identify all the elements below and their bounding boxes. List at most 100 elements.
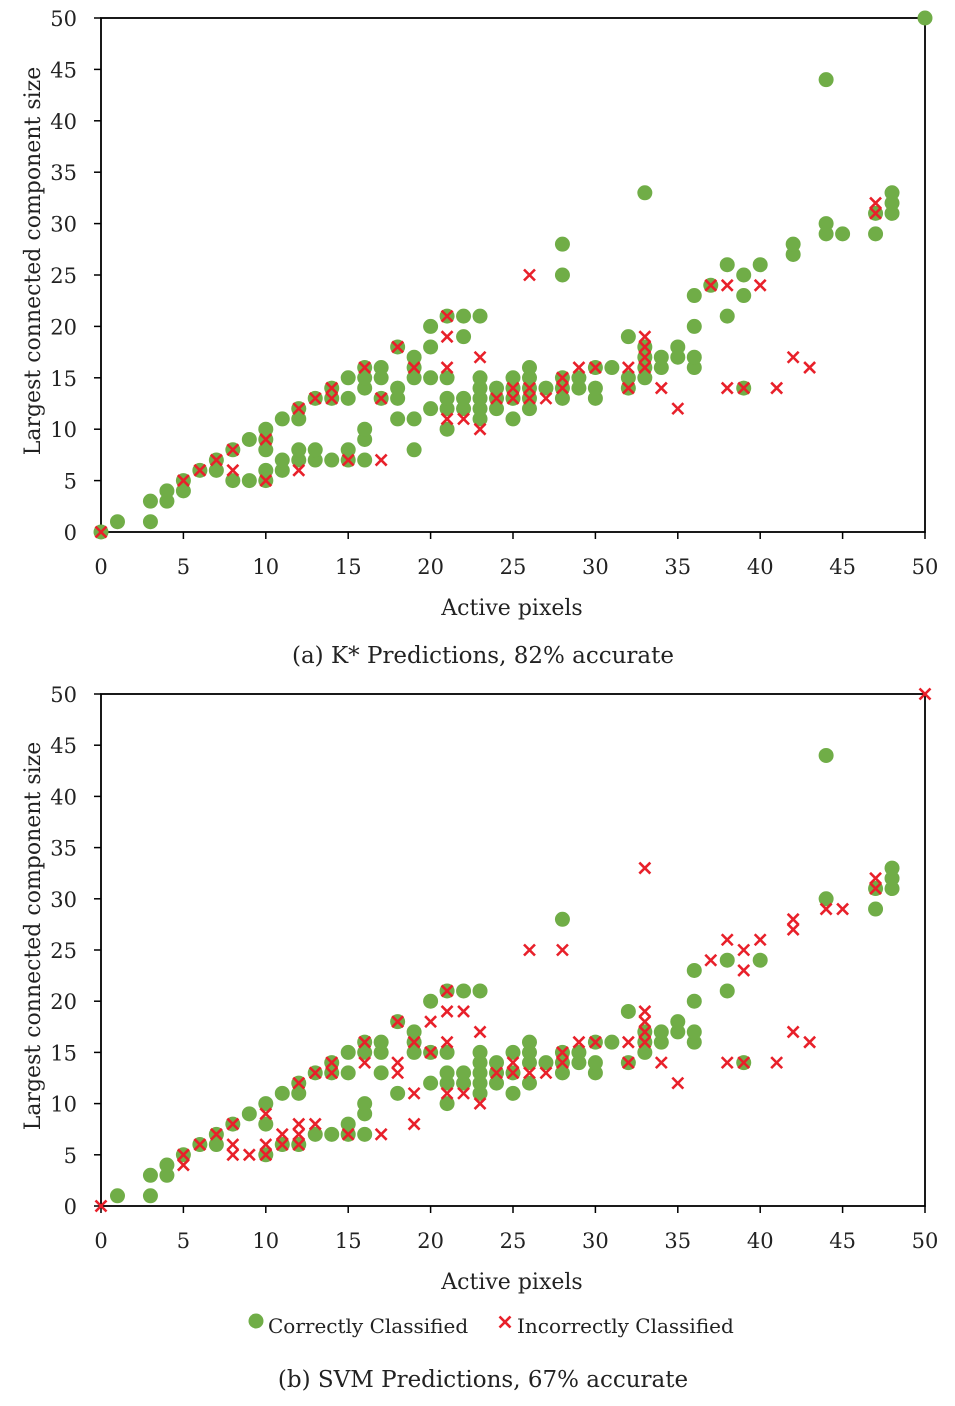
correct-point bbox=[818, 226, 834, 242]
y-tick-label: 20 bbox=[50, 990, 77, 1014]
incorrect-point bbox=[638, 861, 652, 875]
series-incorrect bbox=[94, 196, 882, 539]
x-tick-label: 10 bbox=[252, 1229, 279, 1253]
correct-point bbox=[307, 452, 323, 468]
incorrect-point bbox=[407, 1117, 421, 1131]
incorrect-point bbox=[770, 381, 784, 395]
correct-point bbox=[423, 1075, 439, 1091]
incorrect-point bbox=[341, 1127, 355, 1141]
x-tick-label: 50 bbox=[912, 1229, 939, 1253]
incorrect-point bbox=[638, 350, 652, 364]
incorrect-point bbox=[308, 391, 322, 405]
incorrect-point bbox=[292, 1127, 306, 1141]
incorrect-point bbox=[440, 1086, 454, 1100]
y-tick-label: 30 bbox=[50, 888, 77, 912]
incorrect-point bbox=[209, 453, 223, 467]
incorrect-point bbox=[94, 525, 108, 539]
correct-point bbox=[390, 390, 406, 406]
correct-point bbox=[258, 421, 274, 437]
incorrect-point bbox=[391, 1015, 405, 1029]
y-tick-label: 45 bbox=[50, 734, 77, 758]
incorrect-point bbox=[869, 871, 882, 885]
y-tick-label: 35 bbox=[50, 161, 77, 185]
correct-point bbox=[472, 380, 488, 396]
correct-point bbox=[324, 452, 340, 468]
correct-point bbox=[390, 380, 406, 396]
incorrect-point bbox=[259, 1148, 273, 1162]
incorrect-point bbox=[720, 933, 734, 947]
plot-frame bbox=[100, 693, 926, 1207]
correct-point bbox=[142, 493, 158, 509]
incorrect-point bbox=[440, 1005, 454, 1018]
incorrect-point bbox=[588, 1035, 602, 1049]
correct-point bbox=[571, 380, 587, 396]
incorrect-point bbox=[523, 391, 536, 405]
correct-point bbox=[818, 747, 834, 763]
incorrect-point bbox=[226, 463, 240, 477]
y-axis-label: Largest connected component size bbox=[21, 67, 46, 456]
incorrect-point bbox=[292, 1138, 306, 1151]
correct-point bbox=[637, 185, 653, 201]
y-tick-label: 40 bbox=[50, 785, 77, 809]
x-tick-label: 45 bbox=[829, 555, 856, 579]
correct-point bbox=[357, 421, 373, 437]
incorrect-point bbox=[523, 943, 536, 957]
incorrect-point bbox=[770, 1056, 784, 1070]
correct-point bbox=[258, 1116, 274, 1132]
incorrect-point bbox=[259, 1138, 273, 1151]
incorrect-point bbox=[737, 1056, 751, 1070]
incorrect-point bbox=[308, 1117, 322, 1131]
correct-point bbox=[456, 401, 472, 417]
correct-point bbox=[489, 401, 505, 417]
incorrect-point bbox=[325, 1056, 339, 1070]
correct-point bbox=[274, 1085, 290, 1101]
x-tick-label: 35 bbox=[664, 555, 691, 579]
x-tick-label: 20 bbox=[417, 555, 444, 579]
correct-point bbox=[884, 205, 900, 221]
correct-point bbox=[274, 462, 290, 478]
correct-point bbox=[456, 390, 472, 406]
correct-point bbox=[390, 411, 406, 427]
correct-point bbox=[670, 339, 686, 355]
correct-point bbox=[472, 983, 488, 999]
correct-point bbox=[868, 226, 884, 242]
correct-point bbox=[818, 891, 834, 907]
incorrect-point bbox=[473, 350, 487, 364]
correct-point bbox=[109, 514, 125, 530]
correct-point bbox=[357, 380, 373, 396]
legend-incorrect-label: Incorrectly Classified bbox=[517, 1314, 734, 1338]
incorrect-point bbox=[621, 1056, 635, 1070]
correct-point bbox=[175, 483, 191, 499]
x-tick-label: 5 bbox=[177, 1229, 190, 1253]
incorrect-point bbox=[457, 412, 470, 426]
correct-point bbox=[258, 1096, 274, 1112]
legend-x-glyph bbox=[498, 1315, 512, 1329]
correct-point bbox=[373, 1034, 389, 1050]
correct-point bbox=[439, 370, 455, 386]
series-correct bbox=[93, 10, 933, 540]
correct-point bbox=[291, 452, 307, 468]
correct-point bbox=[505, 1085, 521, 1101]
y-axis-label: Largest connected component size bbox=[21, 742, 46, 1131]
correct-point bbox=[521, 1075, 537, 1091]
incorrect-point bbox=[704, 953, 718, 967]
incorrect-point bbox=[506, 1056, 520, 1070]
correct-point bbox=[373, 1065, 389, 1081]
correct-point bbox=[373, 360, 389, 376]
incorrect-point bbox=[176, 1158, 190, 1172]
x-tick-label: 40 bbox=[747, 1229, 774, 1253]
correct-point bbox=[521, 401, 537, 417]
incorrect-point bbox=[259, 1107, 273, 1121]
correct-point bbox=[439, 401, 455, 417]
correct-point bbox=[884, 860, 900, 876]
x-tick-label: 15 bbox=[335, 555, 362, 579]
correct-point bbox=[670, 1014, 686, 1030]
incorrect-point bbox=[506, 1066, 520, 1080]
y-tick-label: 10 bbox=[50, 418, 77, 442]
incorrect-point bbox=[836, 902, 850, 916]
correct-point bbox=[291, 442, 307, 458]
incorrect-point bbox=[803, 361, 817, 374]
correct-point bbox=[406, 1024, 422, 1040]
incorrect-point bbox=[720, 381, 734, 395]
y-tick-label: 45 bbox=[50, 58, 77, 82]
